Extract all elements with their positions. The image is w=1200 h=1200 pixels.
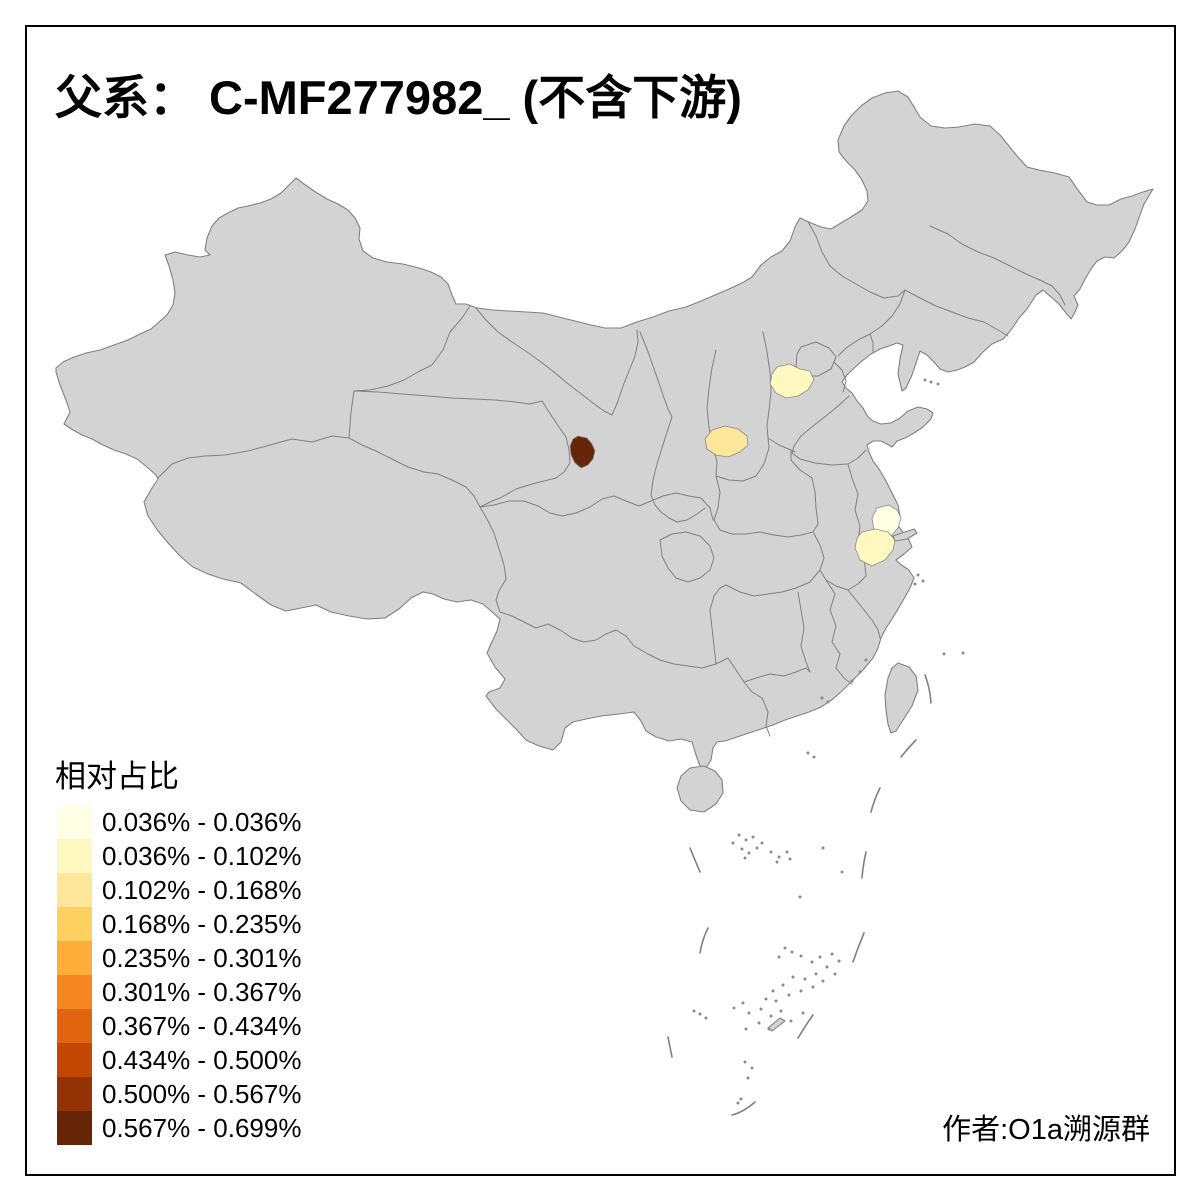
highlighted-region-jiangsu-south [854, 528, 896, 567]
highlighted-region-qinghai-gansu [569, 435, 596, 469]
legend-label: 0.301% - 0.367% [102, 977, 301, 1007]
legend-label: 0.367% - 0.434% [102, 1011, 301, 1041]
legend-label: 0.036% - 0.102% [102, 841, 301, 871]
islet-dots [692, 378, 965, 1105]
legend-label: 0.036% - 0.036% [102, 807, 301, 837]
legend: 相对占比 0.036% - 0.036% 0.036% - 0.102% 0.1… [55, 759, 301, 1145]
chongming-island [892, 528, 918, 542]
china-mainland [55, 90, 1154, 769]
spratly-bank-island [767, 1017, 786, 1032]
legend-swatch [57, 907, 92, 941]
china-map [55, 90, 1154, 1116]
legend-label: 0.567% - 0.699% [102, 1113, 301, 1143]
plot-frame [25, 25, 1176, 1176]
highlighted-regions [569, 363, 902, 567]
legend-swatch [57, 873, 92, 907]
legend-label: 0.235% - 0.301% [102, 943, 301, 973]
legend-swatch [57, 1111, 92, 1145]
attribution-text: 作者:O1a溯源群 [942, 1113, 1150, 1146]
legend-swatch [57, 805, 92, 839]
highlighted-region-shanxi [704, 425, 749, 458]
legend-title: 相对占比 [55, 759, 179, 794]
islands [676, 528, 919, 1032]
legend-swatch [57, 941, 92, 975]
legend-swatch [57, 1077, 92, 1111]
hainan-island [676, 765, 724, 813]
legend-swatch [57, 975, 92, 1009]
legend-swatch [57, 1009, 92, 1043]
map-title: 父系： C-MF277982_ (不含下游) [55, 71, 742, 124]
legend-label: 0.434% - 0.500% [102, 1045, 301, 1075]
legend-label: 0.500% - 0.567% [102, 1079, 301, 1109]
province-borders [157, 221, 1066, 737]
taiwan-island [884, 662, 919, 734]
legend-label: 0.168% - 0.235% [102, 909, 301, 939]
legend-swatch [57, 1043, 92, 1077]
highlighted-region-hebei [769, 363, 815, 399]
legend-swatch [57, 839, 92, 873]
nine-dash-line [667, 674, 932, 1116]
legend-label: 0.102% - 0.168% [102, 875, 301, 905]
